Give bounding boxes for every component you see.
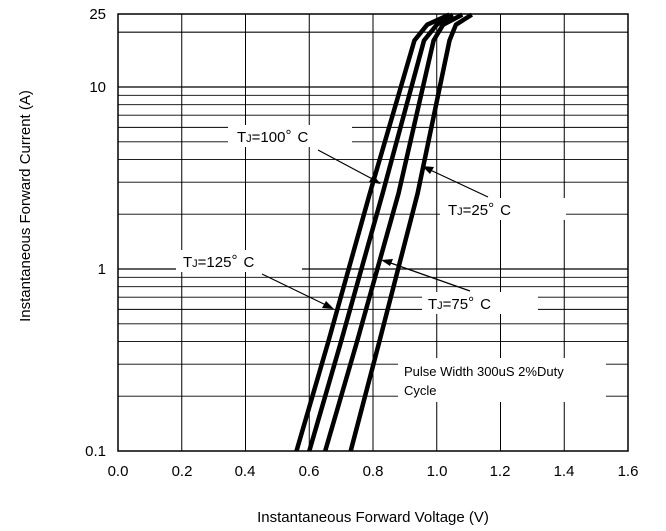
annotation-subscript: J — [192, 258, 198, 270]
x-tick-label: 1.4 — [554, 463, 575, 480]
x-tick-label: 0.8 — [363, 463, 384, 480]
series-line — [307, 12, 454, 452]
x-tick-label: 1.6 — [618, 463, 639, 480]
note-line-2: Cycle — [404, 383, 437, 398]
annotation-subscript: J — [246, 133, 252, 145]
annotation-box — [176, 250, 302, 272]
annotation-tj-125: TJ=125° C — [176, 250, 334, 309]
note-box — [398, 358, 606, 402]
y-tick-label: 1 — [98, 261, 106, 278]
y-axis-title: Instantaneous Forward Current (A) — [17, 90, 34, 322]
annotation-degree: ° — [488, 200, 494, 217]
annotation-value: =75 — [443, 296, 468, 313]
annotation-value: =25 — [463, 202, 488, 219]
x-tick-label: 0.0 — [108, 463, 129, 480]
series-line — [348, 12, 474, 452]
x-axis-title: Instantaneous Forward Voltage (V) — [257, 509, 489, 526]
annotation-value: =125 — [198, 254, 232, 271]
y-tick-label: 10 — [89, 79, 106, 96]
annotation-unit: C — [500, 202, 511, 219]
annotation-arrow-line — [317, 149, 379, 183]
y-tick-label: 25 — [89, 6, 106, 23]
annotation-value: =100 — [252, 129, 286, 146]
series-group — [294, 12, 474, 452]
x-tick-label: 1.2 — [490, 463, 511, 480]
annotation-unit: C — [297, 129, 308, 146]
annotation-tj-75: TJ=75° C — [381, 259, 538, 314]
series-line — [323, 12, 464, 452]
annotation-tj-25: TJ=25° C — [422, 166, 566, 220]
x-tick-label: 0.6 — [299, 463, 320, 480]
annotation-box — [440, 198, 566, 220]
annotation-unit: C — [480, 296, 491, 313]
annotation-arrow-head — [422, 166, 434, 174]
x-tick-label: 0.4 — [235, 463, 256, 480]
x-tick-label: 1.0 — [427, 463, 448, 480]
y-tick-label: 0.1 — [85, 443, 106, 460]
note-line-1: Pulse Width 300uS 2%Duty — [404, 364, 564, 379]
annotation-arrow-line — [425, 167, 489, 198]
annotation-box — [422, 292, 538, 314]
annotation-unit: C — [243, 254, 254, 271]
annotation-arrow-head — [369, 175, 381, 184]
annotation-arrow-head — [322, 301, 334, 309]
annotation-label: TJ=100° C — [237, 127, 308, 146]
annotation-subscript: J — [437, 300, 443, 312]
annotation-tj-100: TJ=100° C — [228, 125, 381, 184]
annotation-degree: ° — [468, 294, 474, 311]
annotation-label: TJ=125° C — [183, 252, 254, 271]
annotation-box — [228, 125, 352, 147]
y-tick-labels: 0.1 1 10 25 — [85, 6, 106, 460]
annotation-arrow-head — [381, 259, 393, 266]
x-tick-labels: 0.0 0.2 0.4 0.6 0.8 1.0 1.2 1.4 1.6 — [108, 463, 639, 480]
annotation-degree: ° — [285, 127, 291, 144]
pulse-width-note: Pulse Width 300uS 2%Duty Cycle — [398, 358, 606, 402]
annotation-degree: ° — [231, 252, 237, 269]
annotation-arrow-line — [261, 273, 331, 308]
series-line — [294, 12, 451, 452]
annotation-subscript: J — [457, 206, 463, 218]
annotation-arrow-line — [384, 260, 471, 292]
x-tick-label: 0.2 — [172, 463, 193, 480]
